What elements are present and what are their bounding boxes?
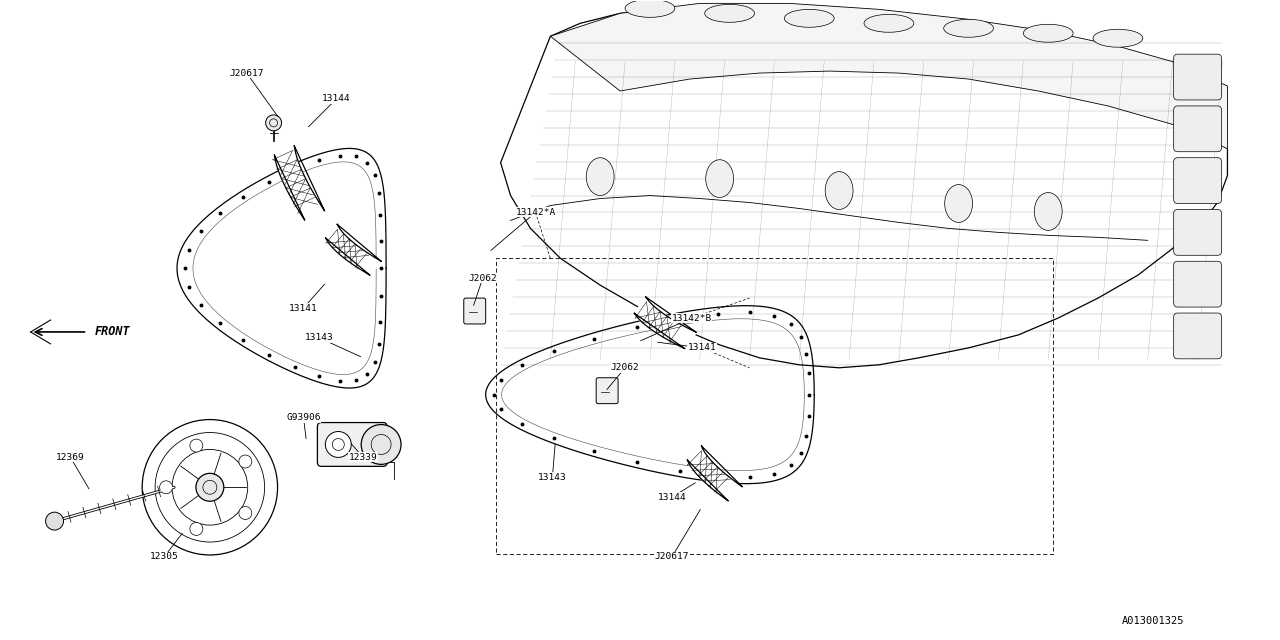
Text: 13141: 13141: [687, 344, 716, 353]
Text: 13143: 13143: [538, 473, 567, 482]
Text: 12305: 12305: [150, 552, 178, 561]
Text: J20617: J20617: [654, 552, 689, 561]
FancyBboxPatch shape: [1174, 157, 1221, 204]
Circle shape: [266, 115, 282, 131]
Text: 12369: 12369: [56, 453, 84, 462]
Ellipse shape: [826, 172, 852, 209]
FancyBboxPatch shape: [596, 378, 618, 404]
Text: 13142*B: 13142*B: [672, 314, 712, 323]
Text: J20617: J20617: [229, 68, 264, 77]
Polygon shape: [325, 225, 381, 275]
Circle shape: [160, 481, 173, 493]
Ellipse shape: [945, 184, 973, 223]
Ellipse shape: [785, 10, 835, 28]
Text: 12339: 12339: [349, 453, 378, 462]
FancyBboxPatch shape: [1174, 313, 1221, 359]
Ellipse shape: [1034, 193, 1062, 230]
Circle shape: [239, 506, 252, 520]
Text: J2062: J2062: [611, 364, 640, 372]
Polygon shape: [274, 146, 325, 220]
FancyBboxPatch shape: [1174, 106, 1221, 152]
Circle shape: [142, 420, 278, 555]
FancyBboxPatch shape: [1174, 261, 1221, 307]
FancyBboxPatch shape: [463, 298, 485, 324]
Text: 13141: 13141: [289, 303, 317, 312]
Polygon shape: [550, 3, 1228, 148]
Polygon shape: [635, 297, 696, 349]
Ellipse shape: [705, 4, 754, 22]
Circle shape: [189, 522, 202, 536]
Circle shape: [325, 431, 351, 458]
Ellipse shape: [943, 19, 993, 37]
Circle shape: [189, 439, 202, 452]
FancyBboxPatch shape: [1174, 209, 1221, 255]
Ellipse shape: [625, 0, 675, 17]
Polygon shape: [687, 446, 742, 501]
Circle shape: [239, 455, 252, 468]
Ellipse shape: [864, 14, 914, 32]
Text: 13144: 13144: [323, 95, 351, 104]
Circle shape: [361, 424, 401, 465]
Text: A013001325: A013001325: [1121, 616, 1184, 626]
Ellipse shape: [705, 160, 733, 198]
FancyBboxPatch shape: [1174, 54, 1221, 100]
Text: 13143: 13143: [305, 333, 334, 342]
Text: J2062: J2062: [468, 274, 497, 283]
Ellipse shape: [1023, 24, 1073, 42]
Circle shape: [46, 512, 64, 530]
Ellipse shape: [1093, 29, 1143, 47]
Polygon shape: [500, 10, 1228, 368]
Text: 13142*A: 13142*A: [516, 208, 556, 217]
FancyBboxPatch shape: [317, 422, 387, 467]
Text: G93906: G93906: [287, 413, 321, 422]
Text: 13144: 13144: [658, 493, 686, 502]
Ellipse shape: [586, 157, 614, 196]
Circle shape: [196, 474, 224, 501]
Text: FRONT: FRONT: [95, 326, 131, 339]
